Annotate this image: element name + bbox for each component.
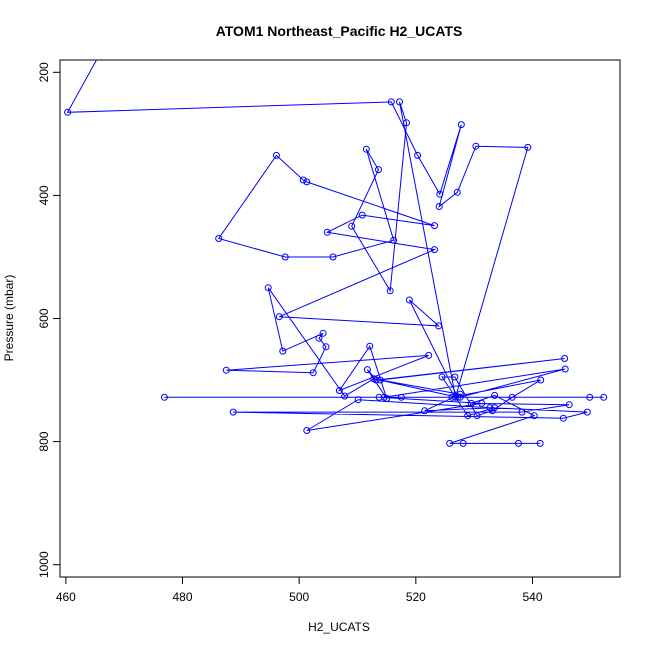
data-point (341, 392, 349, 400)
data-point (362, 145, 370, 153)
y-tick-label: 200 (37, 62, 51, 82)
data-point (478, 399, 486, 407)
y-tick-label: 400 (37, 185, 51, 205)
data-point (431, 222, 438, 230)
data-point (586, 393, 594, 401)
data-point (491, 391, 499, 399)
x-tick-label: 480 (172, 590, 192, 604)
y-tick-label: 800 (37, 431, 51, 451)
data-point (561, 355, 569, 362)
data-point (376, 376, 384, 384)
y-axis-label: Pressure (mbar) (2, 275, 16, 362)
data-point (435, 322, 443, 330)
data-point (559, 414, 567, 422)
x-tick-label: 540 (522, 590, 542, 604)
data-point (414, 151, 422, 159)
data-point (215, 235, 223, 242)
data-point (448, 393, 456, 401)
data-point (299, 176, 307, 184)
data-point (229, 408, 237, 416)
data-point (472, 142, 480, 150)
data-point (436, 190, 444, 198)
data-point (435, 203, 443, 210)
data-point (431, 246, 438, 254)
x-axis-label: H2_UCATS (308, 620, 370, 634)
data-point (303, 427, 311, 434)
data-point (425, 351, 433, 359)
x-tick-label: 460 (56, 590, 76, 604)
data-point (309, 369, 317, 377)
series-line (66, 60, 604, 444)
data-point (530, 412, 538, 420)
data-point (537, 376, 545, 384)
data-point (222, 366, 230, 374)
data-point (561, 365, 569, 373)
data-point (366, 342, 374, 350)
data-point (403, 119, 410, 127)
data-point (323, 228, 331, 236)
data-point (565, 401, 573, 409)
series-layer (64, 60, 608, 447)
data-point (508, 393, 516, 401)
data-point (467, 399, 475, 407)
data-point (375, 166, 382, 174)
data-point (303, 178, 311, 186)
data-point (386, 287, 394, 295)
data-point (451, 373, 459, 381)
plot-frame (59, 59, 621, 578)
data-point (279, 347, 287, 355)
chart-title: ATOM1 Northeast_Pacific H2_UCATS (216, 23, 463, 39)
data-point (275, 313, 283, 321)
data-point (372, 376, 380, 384)
data-point (160, 393, 168, 401)
data-point (421, 407, 429, 415)
data-point (438, 373, 446, 381)
data-point (405, 296, 413, 304)
data-point (380, 393, 388, 401)
data-point (335, 387, 343, 394)
data-point (536, 439, 544, 447)
x-tick-label: 520 (406, 590, 426, 604)
data-point (358, 211, 366, 219)
data-point (456, 390, 464, 398)
data-point (456, 393, 464, 401)
x-tick-label: 500 (289, 590, 309, 604)
data-point (452, 393, 459, 401)
data-point (515, 439, 522, 447)
data-point (518, 408, 526, 416)
data-point (281, 253, 289, 261)
x-axis: 460 480 500 520 540 (56, 576, 543, 604)
data-point (354, 396, 362, 404)
data-point (319, 329, 327, 337)
data-point (375, 393, 383, 401)
data-point (446, 439, 454, 447)
data-point (64, 108, 72, 116)
data-point (396, 98, 403, 106)
data-point (459, 439, 467, 447)
data-point (397, 393, 405, 401)
data-point (524, 143, 532, 151)
data-point (348, 222, 356, 230)
data-point (457, 121, 465, 129)
data-point (583, 408, 591, 416)
data-point (387, 98, 395, 106)
data-point (264, 284, 272, 292)
data-point (363, 366, 371, 374)
data-point (473, 412, 481, 420)
y-tick-label: 600 (37, 308, 51, 328)
data-point (315, 334, 323, 342)
data-point (464, 412, 472, 420)
data-point (329, 253, 337, 261)
data-point (600, 393, 608, 401)
data-point (453, 188, 461, 196)
data-point (390, 236, 398, 244)
y-axis: 200 400 600 800 1000 (37, 62, 61, 578)
data-point (322, 343, 330, 351)
y-tick-label: 1000 (37, 551, 51, 578)
data-point (486, 404, 494, 412)
data-point (272, 151, 280, 159)
